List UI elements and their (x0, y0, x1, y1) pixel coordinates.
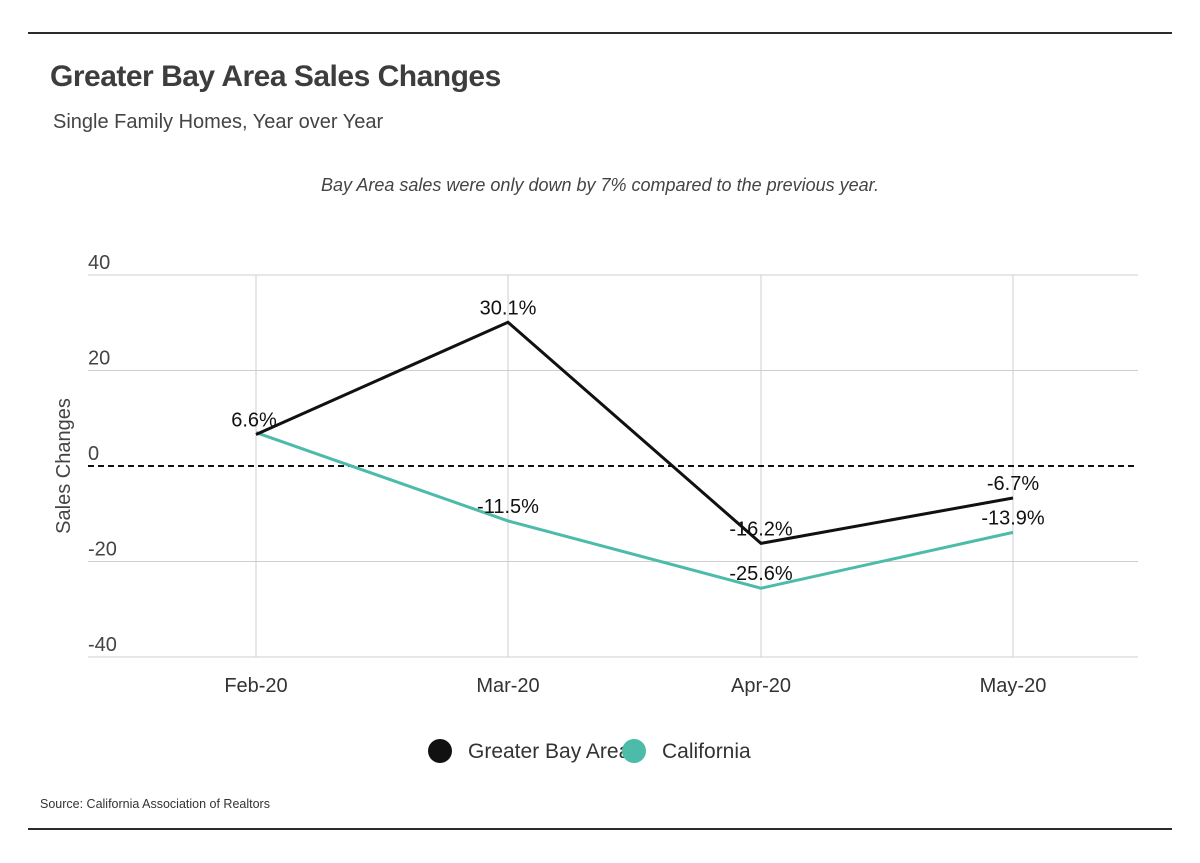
legend-label-greater-bay-area: Greater Bay Area (468, 740, 631, 763)
top-rule (28, 32, 1172, 34)
chart-subtitle: Single Family Homes, Year over Year (53, 111, 384, 133)
y-tick-label: 40 (88, 252, 110, 274)
bottom-rule (28, 828, 1172, 830)
california-line (255, 431, 1014, 590)
data-label: -11.5% (477, 496, 539, 518)
data-label: -25.6% (729, 563, 793, 585)
source-note: Source: California Association of Realto… (40, 797, 270, 811)
x-tick-label: Apr-20 (731, 675, 791, 697)
legend-marker-greater-bay-area (428, 739, 452, 763)
y-axis-label: Sales Changes (53, 398, 75, 534)
chart-title: Greater Bay Area Sales Changes (50, 60, 501, 93)
data-label: -16.2% (729, 518, 793, 540)
legend-marker-california (622, 739, 646, 763)
y-tick-label: 20 (88, 348, 110, 370)
legend-label-california: California (662, 740, 751, 763)
chart-annotation: Bay Area sales were only down by 7% comp… (321, 175, 879, 195)
y-tick-label: 0 (88, 443, 99, 465)
x-tick-label: Feb-20 (224, 675, 287, 697)
x-tick-label: May-20 (980, 675, 1047, 697)
data-label: 30.1% (480, 297, 537, 319)
data-label: -13.9% (981, 507, 1045, 529)
y-tick-label: -20 (88, 539, 117, 561)
data-label: 6.6% (231, 409, 277, 431)
x-tick-label: Mar-20 (476, 675, 539, 697)
y-tick-label: -40 (88, 634, 117, 656)
data-label: -6.7% (987, 473, 1039, 495)
greater-bay-area-line (255, 320, 1014, 545)
